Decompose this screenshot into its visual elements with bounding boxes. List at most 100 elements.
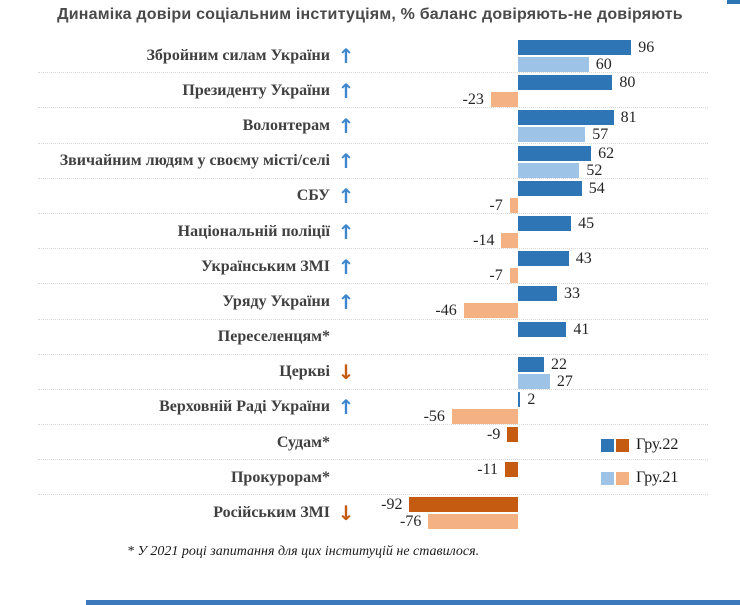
bottom-accent-strip xyxy=(86,600,740,605)
value-label: -56 xyxy=(423,407,445,425)
chart-row: Національній поліції ↑ 45 -14 xyxy=(0,214,740,250)
trend-down-icon: ↓ xyxy=(337,501,355,526)
top-right-fragment xyxy=(727,0,740,4)
bar-dec21 xyxy=(490,92,518,108)
row-separator xyxy=(38,388,708,390)
value-label: 22 xyxy=(550,355,567,373)
row-separator xyxy=(38,424,708,426)
footnote: * У 2021 році запитання для цих інституц… xyxy=(127,544,480,559)
value-label: 54 xyxy=(588,179,605,197)
legend-label: Гру.22 xyxy=(636,436,679,453)
category-label: Звичайним людям у своєму місті/селі xyxy=(59,152,330,170)
legend-item: Гру.21 xyxy=(601,469,679,486)
chart-row: Волонтерам ↑ 81 57 xyxy=(0,108,740,144)
bar-dec21 xyxy=(518,373,550,389)
value-label: 81 xyxy=(620,109,637,127)
bar-dec22 xyxy=(518,321,567,337)
bar-dec21 xyxy=(518,127,586,143)
bar-dec22 xyxy=(518,215,572,231)
value-label: 80 xyxy=(619,74,636,92)
value-label: 52 xyxy=(586,161,603,179)
legend-label: Гру.21 xyxy=(636,469,679,486)
trend-up-icon: ↑ xyxy=(337,219,355,244)
category-label: Російським ЗМІ xyxy=(213,504,330,522)
row-separator xyxy=(38,248,708,250)
value-label: -14 xyxy=(473,231,495,249)
value-label: -76 xyxy=(399,513,422,531)
bar-dec22 xyxy=(518,356,544,372)
legend-swatch-dec21-orange xyxy=(616,471,629,485)
chart-row: Церкві ↓ 22 27 xyxy=(0,355,740,390)
value-label: -46 xyxy=(435,302,457,320)
trend-up-icon: ↑ xyxy=(337,184,355,209)
bar-dec22 xyxy=(518,286,557,302)
bar-dec22 xyxy=(409,497,518,513)
value-label: -7 xyxy=(489,267,503,285)
trend-up-icon: ↑ xyxy=(337,149,355,174)
row-separator xyxy=(38,494,708,496)
bar-dec22 xyxy=(518,391,521,407)
trend-up-icon: ↑ xyxy=(337,254,355,279)
bar-dec21 xyxy=(501,232,518,248)
value-label: -92 xyxy=(381,496,403,514)
category-label: Уряду України xyxy=(222,292,330,310)
chart-row: Уряду України ↑ 33 -46 xyxy=(0,284,740,320)
bar-dec22 xyxy=(507,427,518,443)
trend-up-icon: ↑ xyxy=(337,43,355,68)
legend-swatch-dec22-orange xyxy=(616,438,629,452)
bar-dec21 xyxy=(509,268,518,284)
value-label: -7 xyxy=(489,196,503,214)
chart-row: Прокурорам* -11 xyxy=(0,460,740,496)
value-label: 43 xyxy=(575,250,592,268)
category-label: Волонтерам xyxy=(242,116,330,134)
chart-row: Російським ЗМІ ↓ -92 -76 xyxy=(0,495,740,530)
value-label: 41 xyxy=(573,320,590,338)
category-label: Збройним силам України xyxy=(146,46,330,64)
category-label: Українським ЗМІ xyxy=(201,257,330,275)
legend-swatch-dec22-blue xyxy=(601,438,614,452)
bar-dec21 xyxy=(428,514,518,530)
chart-row: Переселенцям* 41 xyxy=(0,320,740,355)
row-separator xyxy=(38,283,708,285)
bar-dec21 xyxy=(451,408,518,424)
bar-dec22 xyxy=(518,180,582,196)
bar-dec22 xyxy=(518,110,614,126)
trend-up-icon: ↑ xyxy=(337,395,355,420)
category-label: Переселенцям* xyxy=(217,328,330,346)
category-label: Президенту України xyxy=(182,81,330,99)
category-label: Верховній Раді України xyxy=(159,398,330,416)
chart-row: Президенту України ↑ 80 -23 xyxy=(0,73,740,109)
value-label: 60 xyxy=(595,56,612,73)
legend-swatch-dec21-blue xyxy=(601,471,614,485)
bar-dec21 xyxy=(518,162,580,178)
chart-row: СБУ ↑ 54 -7 xyxy=(0,179,740,214)
bar-dec22 xyxy=(518,75,613,91)
chart-row: Звичайним людям у своєму місті/селі ↑ 62 52 xyxy=(0,144,740,179)
bar-dec21 xyxy=(509,197,518,213)
category-label: Прокурорам* xyxy=(230,468,330,486)
bar-dec22 xyxy=(518,145,592,161)
trend-up-icon: ↑ xyxy=(337,113,355,138)
chart-row: Судам* -9 xyxy=(0,425,740,461)
chart-row: Українським ЗМІ ↑ 43 -7 xyxy=(0,249,740,285)
chart-row: Верховній Раді України ↑ 2 -56 xyxy=(0,390,740,426)
value-label: 27 xyxy=(556,372,573,390)
trend-down-icon: ↓ xyxy=(337,360,355,385)
category-label: СБУ xyxy=(296,187,330,205)
bar-dec22 xyxy=(518,40,632,55)
chart-title: Динаміка довіри соціальним інституціям, … xyxy=(57,6,683,23)
row-separator xyxy=(38,318,708,320)
chart-row: Збройним силам України ↑ 96 60 xyxy=(0,38,740,74)
bar-dec21 xyxy=(518,57,589,72)
trend-up-icon: ↑ xyxy=(337,289,355,314)
legend: Гру.22 Гру.21 xyxy=(601,436,679,503)
category-label: Церкві xyxy=(279,363,330,381)
row-separator xyxy=(38,212,708,214)
value-label: 57 xyxy=(592,126,609,144)
value-label: 62 xyxy=(598,144,615,162)
row-separator xyxy=(38,72,708,74)
legend-item: Гру.22 xyxy=(601,436,679,453)
value-label: 33 xyxy=(563,285,580,303)
row-separator xyxy=(38,142,708,144)
